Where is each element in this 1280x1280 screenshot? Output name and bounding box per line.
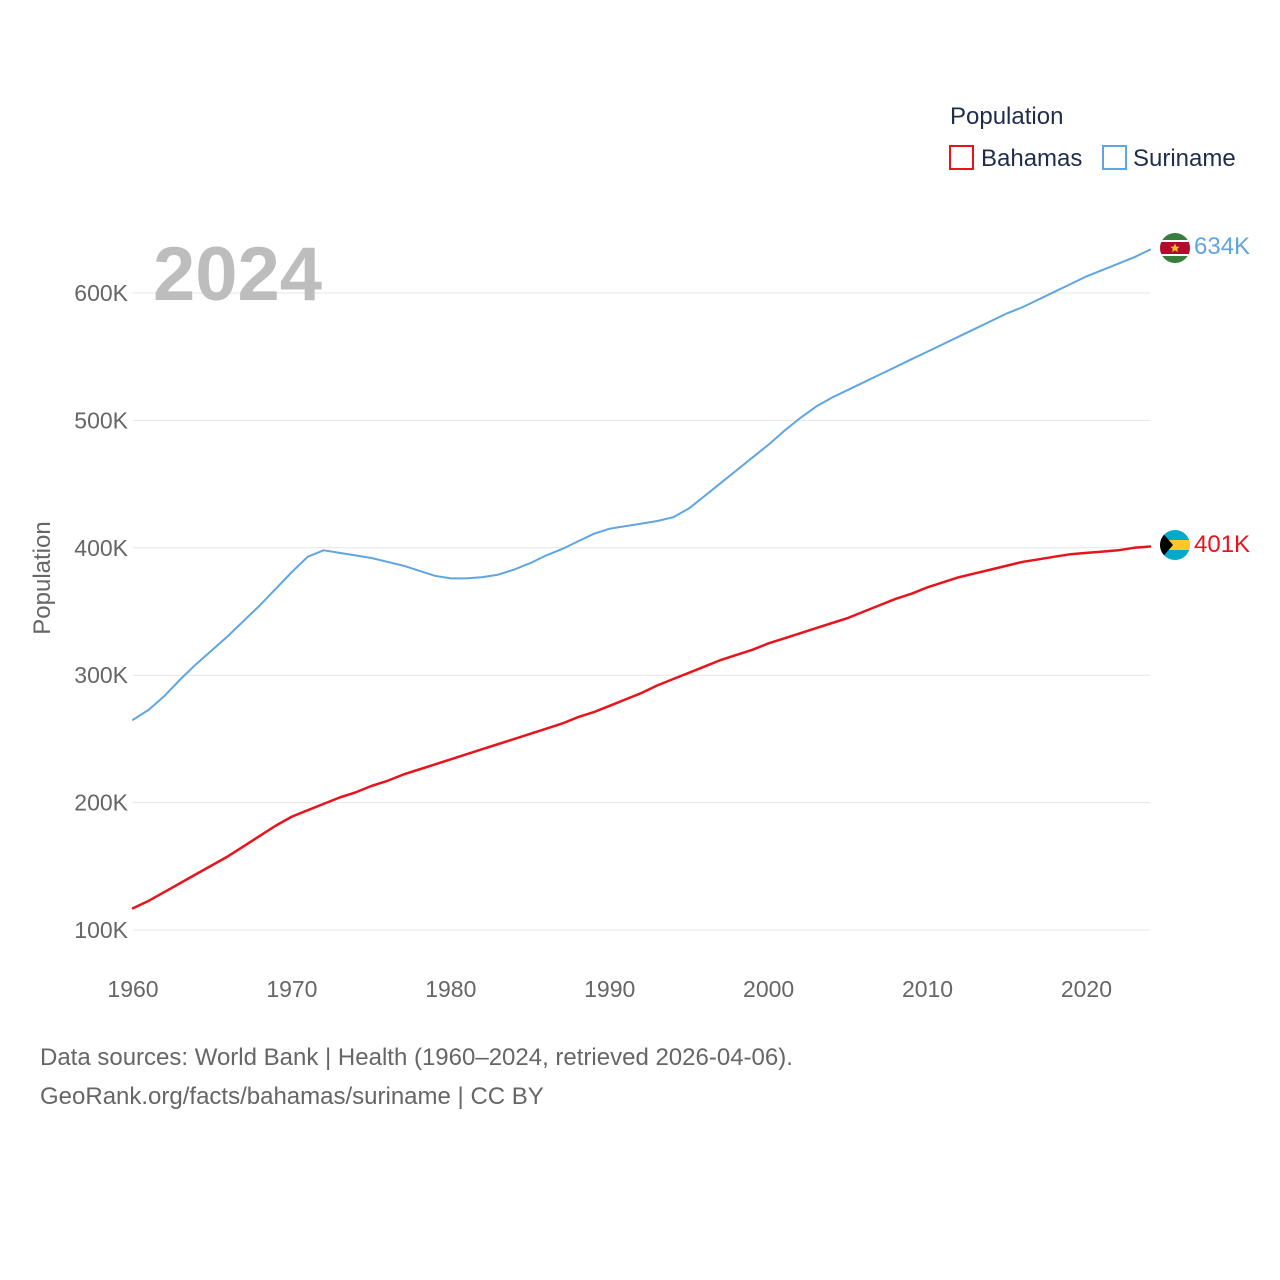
y-tick-label: 200K: [74, 790, 128, 816]
y-tick-label: 500K: [74, 407, 128, 433]
bahamas-flag-icon: [1160, 530, 1190, 560]
x-tick-label: 2000: [743, 976, 794, 1002]
year-label: 2024: [153, 232, 322, 317]
end-label-bahamas: 401K: [1194, 531, 1250, 558]
y-axis-ticks: 100K 200K 300K 400K 500K 600K: [74, 280, 128, 943]
legend-swatch-suriname: [1102, 145, 1127, 170]
end-label-suriname: 634K: [1194, 233, 1250, 260]
gridlines: [133, 292, 1150, 931]
x-tick-label: 1980: [425, 976, 476, 1002]
legend-label-bahamas: Bahamas: [981, 145, 1082, 172]
legend-swatch-bahamas: [949, 145, 974, 170]
legend-label-suriname: Suriname: [1133, 145, 1236, 172]
x-tick-label: 1960: [107, 976, 158, 1002]
y-axis-title: Population: [29, 521, 56, 634]
legend: Population Bahamas Suriname: [949, 103, 1236, 172]
x-tick-label: 1970: [266, 976, 317, 1002]
legend-title: Population: [950, 103, 1063, 130]
series-line-suriname: [132, 248, 1151, 721]
footer-attribution: GeoRank.org/facts/bahamas/suriname | CC …: [40, 1083, 544, 1110]
y-tick-label: 100K: [74, 917, 128, 943]
footer-sources: Data sources: World Bank | Health (1960–…: [40, 1044, 793, 1071]
y-tick-label: 300K: [74, 662, 128, 688]
y-tick-label: 400K: [74, 535, 128, 561]
x-tick-label: 2020: [1061, 976, 1112, 1002]
series-lines: [131, 248, 1152, 910]
series-line-bahamas: [131, 545, 1152, 910]
x-axis-ticks: 1960 1970 1980 1990 2000 2010 2020: [107, 976, 1112, 1002]
x-tick-label: 2010: [902, 976, 953, 1002]
x-tick-label: 1990: [584, 976, 635, 1002]
y-tick-label: 600K: [74, 280, 128, 306]
suriname-flag-icon: [1160, 233, 1190, 263]
